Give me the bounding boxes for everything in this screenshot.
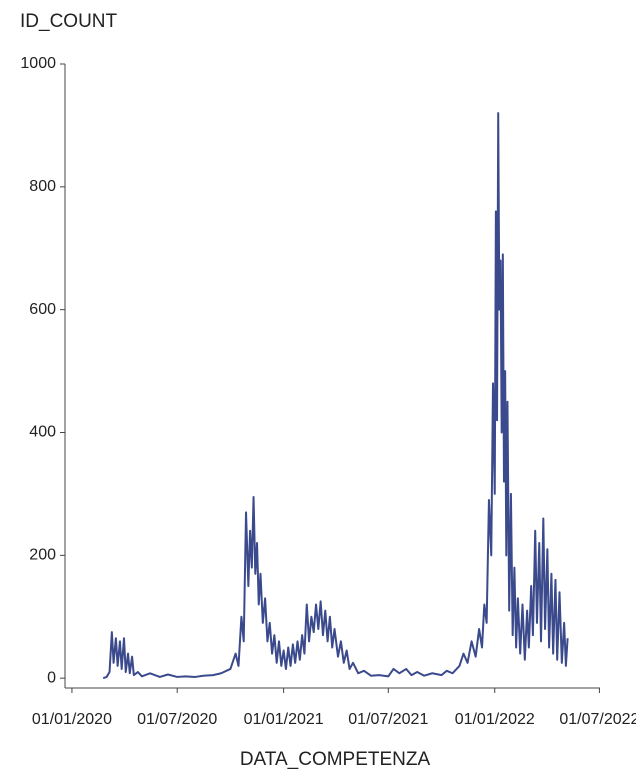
x-axis-title: DATA_COMPETENZA bbox=[240, 749, 431, 770]
y-tick-label: 200 bbox=[29, 547, 56, 564]
x-tick-label: 01/07/2020 bbox=[137, 711, 217, 728]
y-tick-label: 1000 bbox=[20, 55, 56, 72]
x-tick-label: 01/07/2021 bbox=[348, 711, 428, 728]
y-axis-title: ID_COUNT bbox=[20, 11, 118, 32]
y-tick-label: 400 bbox=[29, 424, 56, 441]
x-tick-label: 01/01/2020 bbox=[32, 711, 112, 728]
data-line bbox=[102, 112, 569, 680]
y-tick-label: 800 bbox=[29, 178, 56, 195]
x-tick-label: 01/01/2022 bbox=[455, 711, 535, 728]
x-tick-label: 01/07/2022 bbox=[559, 711, 636, 728]
y-tick-label: 0 bbox=[47, 669, 56, 686]
y-tick-label: 600 bbox=[29, 301, 56, 318]
x-tick-label: 01/01/2021 bbox=[244, 711, 324, 728]
